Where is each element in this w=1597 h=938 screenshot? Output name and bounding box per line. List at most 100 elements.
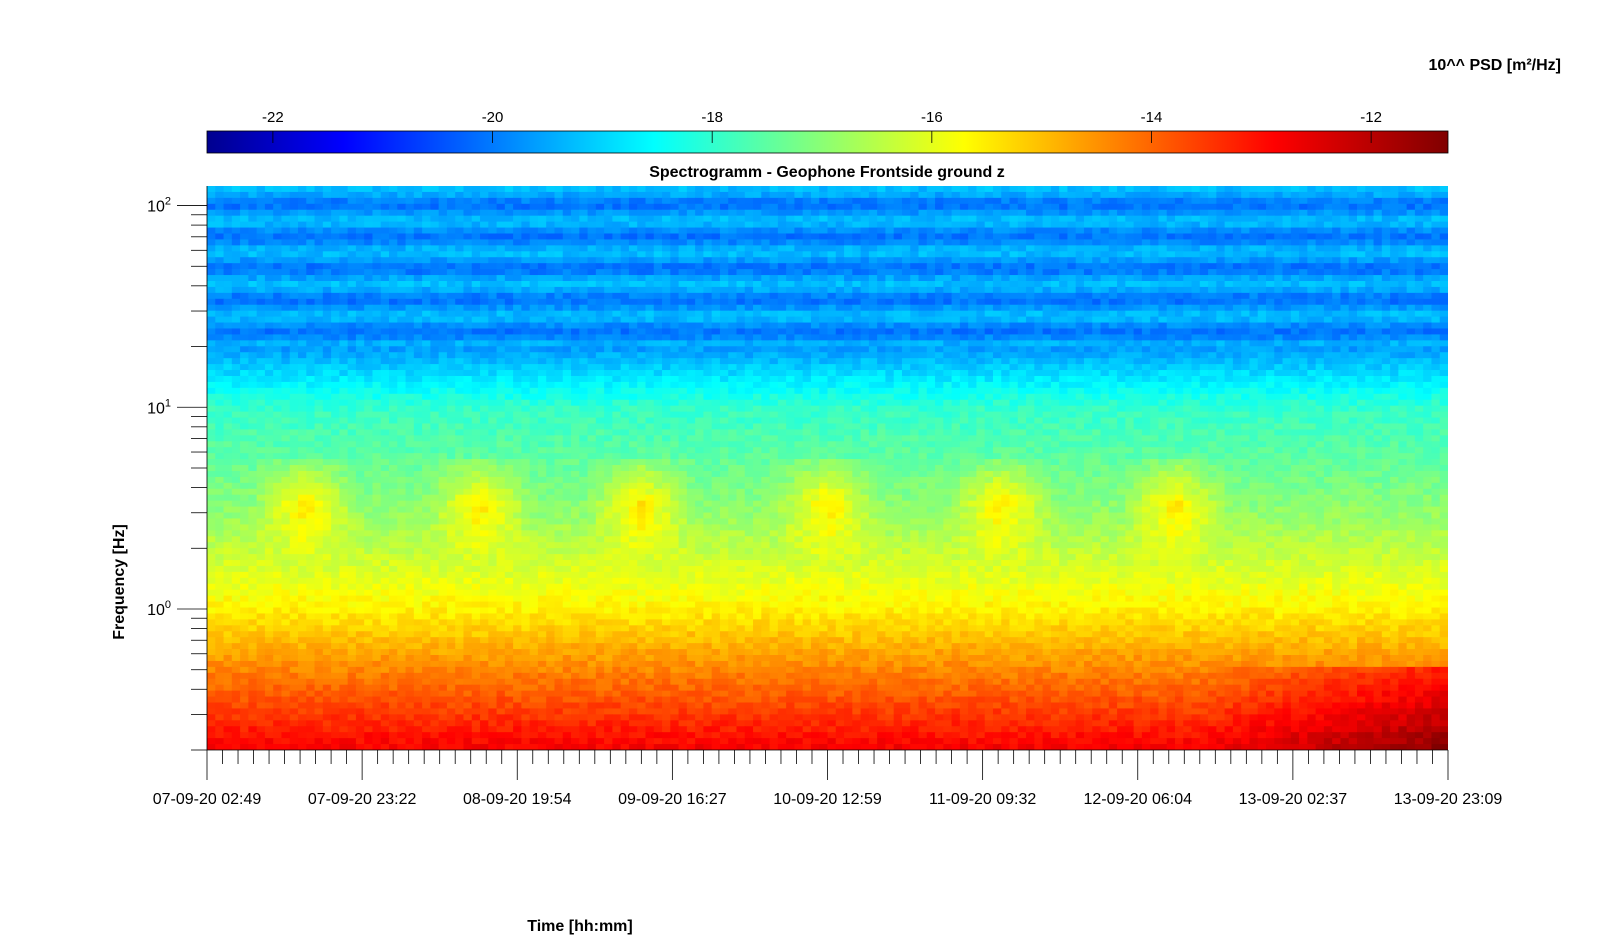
heatmap-cell xyxy=(314,292,324,300)
heatmap-cell xyxy=(1001,227,1011,235)
heatmap-cell xyxy=(835,186,845,193)
heatmap-cell xyxy=(1083,227,1093,235)
heatmap-cell xyxy=(620,340,630,347)
heatmap-cell xyxy=(1042,227,1052,235)
heatmap-cell xyxy=(1307,334,1317,341)
heatmap-cell xyxy=(446,239,456,246)
heatmap-cell xyxy=(893,233,903,241)
heatmap-cell xyxy=(695,340,704,347)
heatmap-cell xyxy=(777,191,787,199)
heatmap-cell xyxy=(943,352,953,359)
heatmap-cell xyxy=(1117,292,1126,300)
heatmap-cell xyxy=(1174,209,1184,217)
heatmap-cell xyxy=(1257,203,1267,211)
heatmap-cell xyxy=(1431,227,1441,235)
heatmap-cell xyxy=(231,251,241,258)
heatmap-cell xyxy=(1274,191,1284,199)
heatmap-cell xyxy=(488,197,498,205)
heatmap-cell xyxy=(1315,328,1325,336)
heatmap-cell xyxy=(951,197,961,205)
heatmap-cell xyxy=(215,292,225,300)
heatmap-cell xyxy=(918,275,928,282)
heatmap-cell xyxy=(529,364,539,371)
heatmap-cell xyxy=(256,209,266,217)
heatmap-cell xyxy=(289,358,299,365)
heatmap-cell xyxy=(1249,364,1259,371)
heatmap-cell xyxy=(1299,352,1308,359)
heatmap-cell xyxy=(289,298,299,306)
heatmap-cell xyxy=(289,280,299,288)
heatmap-cell xyxy=(463,328,473,336)
heatmap-cell xyxy=(1034,304,1044,312)
heatmap-cell xyxy=(380,286,390,294)
heatmap-cell xyxy=(215,257,225,264)
heatmap-cell xyxy=(695,364,704,371)
heatmap-cell xyxy=(968,352,978,359)
heatmap-cell xyxy=(711,263,721,270)
heatmap-cell xyxy=(521,197,531,205)
heatmap-cell xyxy=(1141,221,1151,229)
heatmap-cell xyxy=(711,280,721,288)
heatmap-cell xyxy=(595,364,605,371)
heatmap-cell xyxy=(455,203,465,211)
heatmap-cell xyxy=(537,304,547,312)
heatmap-cell xyxy=(819,292,829,300)
heatmap-cell xyxy=(1199,269,1209,276)
heatmap-cell xyxy=(579,197,589,205)
heatmap-cell xyxy=(1166,197,1176,205)
heatmap-cell xyxy=(1034,358,1044,365)
heatmap-cell xyxy=(389,316,398,324)
heatmap-cell xyxy=(910,203,920,211)
heatmap-cell xyxy=(1423,203,1433,211)
heatmap-cell xyxy=(306,352,316,359)
heatmap-cell xyxy=(264,304,274,312)
heatmap-cell xyxy=(885,352,895,359)
heatmap-cell xyxy=(248,370,258,377)
heatmap-cell xyxy=(347,334,357,341)
heatmap-cell xyxy=(1340,269,1350,276)
heatmap-cell xyxy=(852,275,862,282)
heatmap-cell xyxy=(719,358,729,365)
heatmap-cell xyxy=(819,227,829,235)
heatmap-cell xyxy=(1026,334,1035,341)
heatmap-cell xyxy=(959,221,969,229)
heatmap-cell xyxy=(1174,215,1184,223)
heatmap-cell xyxy=(926,186,936,193)
heatmap-cell xyxy=(943,298,953,306)
heatmap-cell xyxy=(1373,275,1383,282)
heatmap-cell xyxy=(1208,375,1217,383)
heatmap-cell xyxy=(1001,263,1011,270)
heatmap-cell xyxy=(1059,316,1069,324)
heatmap-cell xyxy=(413,358,423,365)
heatmap-cell xyxy=(686,304,696,312)
heatmap-cell xyxy=(314,304,324,312)
heatmap-cell xyxy=(289,375,299,383)
heatmap-cell xyxy=(1216,310,1226,318)
heatmap-cell xyxy=(1224,334,1234,341)
heatmap-cell xyxy=(628,364,638,371)
heatmap-cell xyxy=(413,364,423,371)
heatmap-cell xyxy=(703,340,713,347)
heatmap-cell xyxy=(546,209,556,217)
heatmap-cell xyxy=(231,328,241,336)
heatmap-cell xyxy=(595,251,605,258)
heatmap-cell xyxy=(604,197,613,205)
heatmap-cell xyxy=(521,364,531,371)
heatmap-cell xyxy=(612,203,622,211)
heatmap-cell xyxy=(1241,334,1251,341)
heatmap-cell xyxy=(620,227,630,235)
heatmap-cell xyxy=(240,239,249,246)
heatmap-cell xyxy=(645,221,655,229)
heatmap-cell xyxy=(695,328,704,336)
heatmap-cell xyxy=(306,275,316,282)
heatmap-cell xyxy=(686,340,696,347)
heatmap-cell xyxy=(1257,227,1267,235)
heatmap-cell xyxy=(256,221,266,229)
heatmap-cell xyxy=(1274,197,1284,205)
heatmap-cell xyxy=(736,370,746,377)
heatmap-cell xyxy=(413,186,423,193)
heatmap-cell xyxy=(314,358,324,365)
heatmap-cell xyxy=(852,375,862,383)
heatmap-cell xyxy=(1183,334,1193,341)
heatmap-cell xyxy=(1183,286,1193,294)
